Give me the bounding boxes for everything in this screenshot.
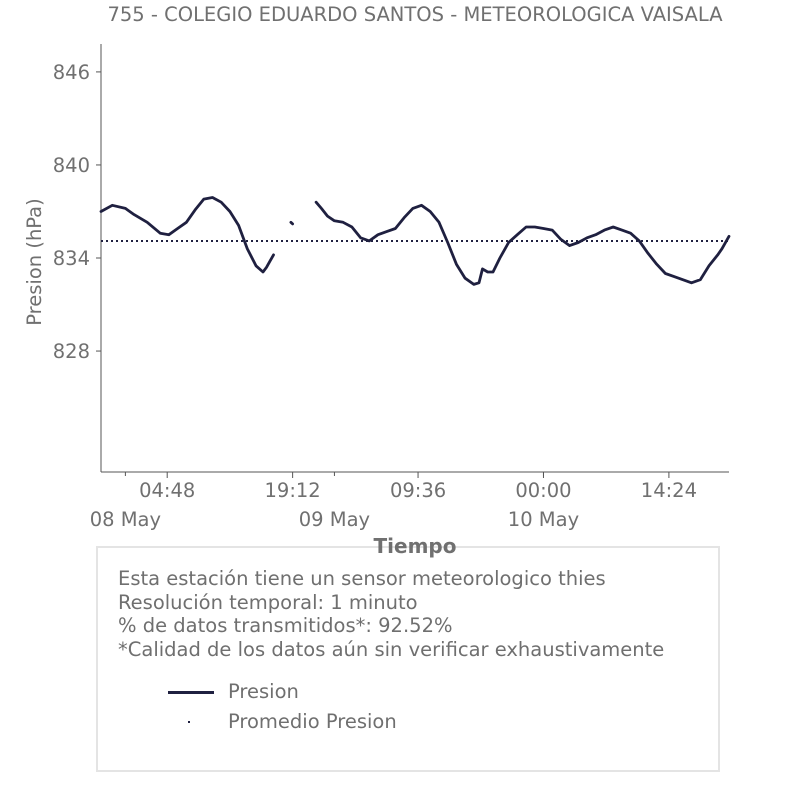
series-lines [99, 196, 731, 286]
info-line-percent: % de datos transmitidos*: 92.52% [118, 614, 453, 637]
y-tick-label: 828 [53, 340, 90, 363]
x-tick-label: 04:48 [139, 479, 195, 502]
date-label: 09 May [299, 508, 370, 531]
y-tick-label: 834 [53, 247, 90, 270]
date-label: 10 May [508, 508, 579, 531]
legend-dot-swatch [168, 712, 214, 732]
y-tick-label: 840 [53, 154, 90, 177]
date-label: 08 May [90, 508, 161, 531]
presion-line-segment [99, 196, 275, 274]
x-tick-label: 19:12 [265, 479, 321, 502]
legend-label-presion: Presion [228, 680, 299, 703]
info-box: Esta estación tiene un sensor meteorolog… [96, 546, 720, 772]
axes [100, 44, 729, 473]
x-tick-label: 00:00 [515, 479, 571, 502]
legend-entry-promedio: Promedio Presion [168, 710, 397, 733]
chart-title: 755 - COLEGIO EDUARDO SANTOS - METEOROLO… [107, 3, 723, 26]
x-tick-label: 09:36 [390, 479, 446, 502]
x-tick-label: 14:24 [641, 479, 697, 502]
info-line-resolution: Resolución temporal: 1 minuto [118, 590, 418, 614]
presion-line-segment [314, 200, 731, 286]
info-line-sensor: Esta estación tiene un sensor meteorolog… [118, 567, 606, 590]
y-tick-label: 846 [53, 61, 90, 84]
legend-line-swatch [168, 682, 214, 702]
info-line-quality: *Calidad de los datos aún sin verificar … [118, 637, 665, 661]
legend-label-promedio: Promedio Presion [228, 710, 397, 733]
y-axis-label: Presion (hPa) [23, 198, 46, 325]
presion-line-segment [289, 220, 294, 226]
info-text: Esta estación tiene un sensor meteorolog… [118, 567, 664, 661]
tick-labels: 828 834 840 846 04:48 19:12 09:36 00:00 14:24 08 … [53, 61, 697, 531]
legend-entry-presion: Presion [168, 680, 299, 703]
